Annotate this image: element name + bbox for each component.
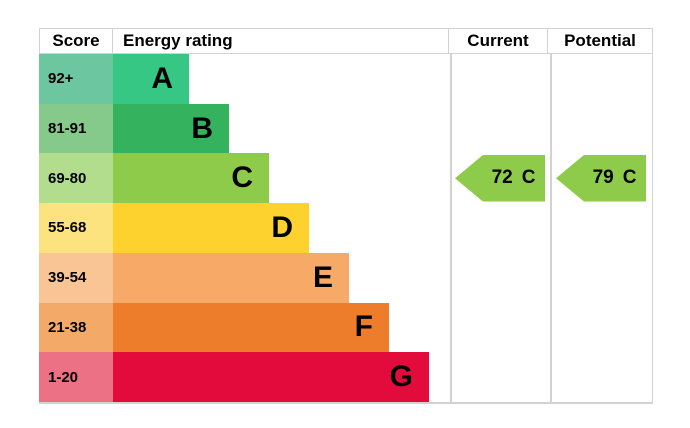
band-score-range: 39-54 bbox=[39, 252, 113, 303]
current-rating-arrow: 72 C bbox=[455, 155, 545, 202]
band-letter: G bbox=[389, 360, 413, 394]
band-bar: C bbox=[113, 153, 269, 204]
band-score-range: 69-80 bbox=[39, 153, 113, 204]
table-header-row: Score Energy rating Current Potential bbox=[39, 28, 653, 54]
band-row-g: 1-20 G bbox=[39, 352, 439, 402]
band-bar: F bbox=[113, 302, 389, 353]
band-score-range: 1-20 bbox=[39, 352, 113, 402]
potential-rating-arrow: 79 C bbox=[556, 155, 646, 202]
band-letter: E bbox=[312, 260, 333, 294]
band-letter: C bbox=[231, 161, 253, 195]
band-row-e: 39-54 E bbox=[39, 252, 439, 303]
band-score-range: 92+ bbox=[39, 54, 113, 104]
band-row-b: 81-91 B bbox=[39, 103, 439, 154]
column-divider-potential bbox=[550, 54, 552, 403]
band-bar: D bbox=[113, 203, 309, 253]
band-row-a: 92+ A bbox=[39, 54, 439, 104]
band-bar: E bbox=[113, 252, 349, 303]
band-letter: B bbox=[191, 111, 213, 145]
table-right-border bbox=[651, 54, 653, 403]
header-score: Score bbox=[40, 29, 113, 53]
potential-rating-band: C bbox=[622, 167, 637, 189]
band-letter: D bbox=[271, 210, 293, 244]
header-potential: Potential bbox=[564, 31, 636, 50]
band-rows: 92+ A 81-91 B 69-80 C 55-68 D 39-54 E 21… bbox=[39, 54, 439, 402]
table-bottom-border bbox=[39, 402, 653, 404]
band-bar: B bbox=[113, 103, 229, 154]
band-letter: F bbox=[354, 310, 373, 344]
band-bar: G bbox=[113, 352, 429, 402]
band-letter: A bbox=[151, 61, 173, 95]
column-divider-current bbox=[450, 54, 452, 403]
header-current: Current bbox=[449, 29, 548, 53]
band-score-range: 55-68 bbox=[39, 203, 113, 253]
band-row-d: 55-68 D bbox=[39, 203, 439, 253]
current-rating-band: C bbox=[521, 167, 536, 189]
header-energy-rating: Energy rating bbox=[113, 29, 449, 53]
potential-rating-value: 79 bbox=[592, 167, 614, 189]
band-row-c: 69-80 C bbox=[39, 153, 439, 204]
band-score-range: 81-91 bbox=[39, 103, 113, 154]
band-score-range: 21-38 bbox=[39, 302, 113, 353]
current-rating-value: 72 bbox=[491, 167, 513, 189]
band-row-f: 21-38 F bbox=[39, 302, 439, 353]
band-bar: A bbox=[113, 54, 189, 104]
